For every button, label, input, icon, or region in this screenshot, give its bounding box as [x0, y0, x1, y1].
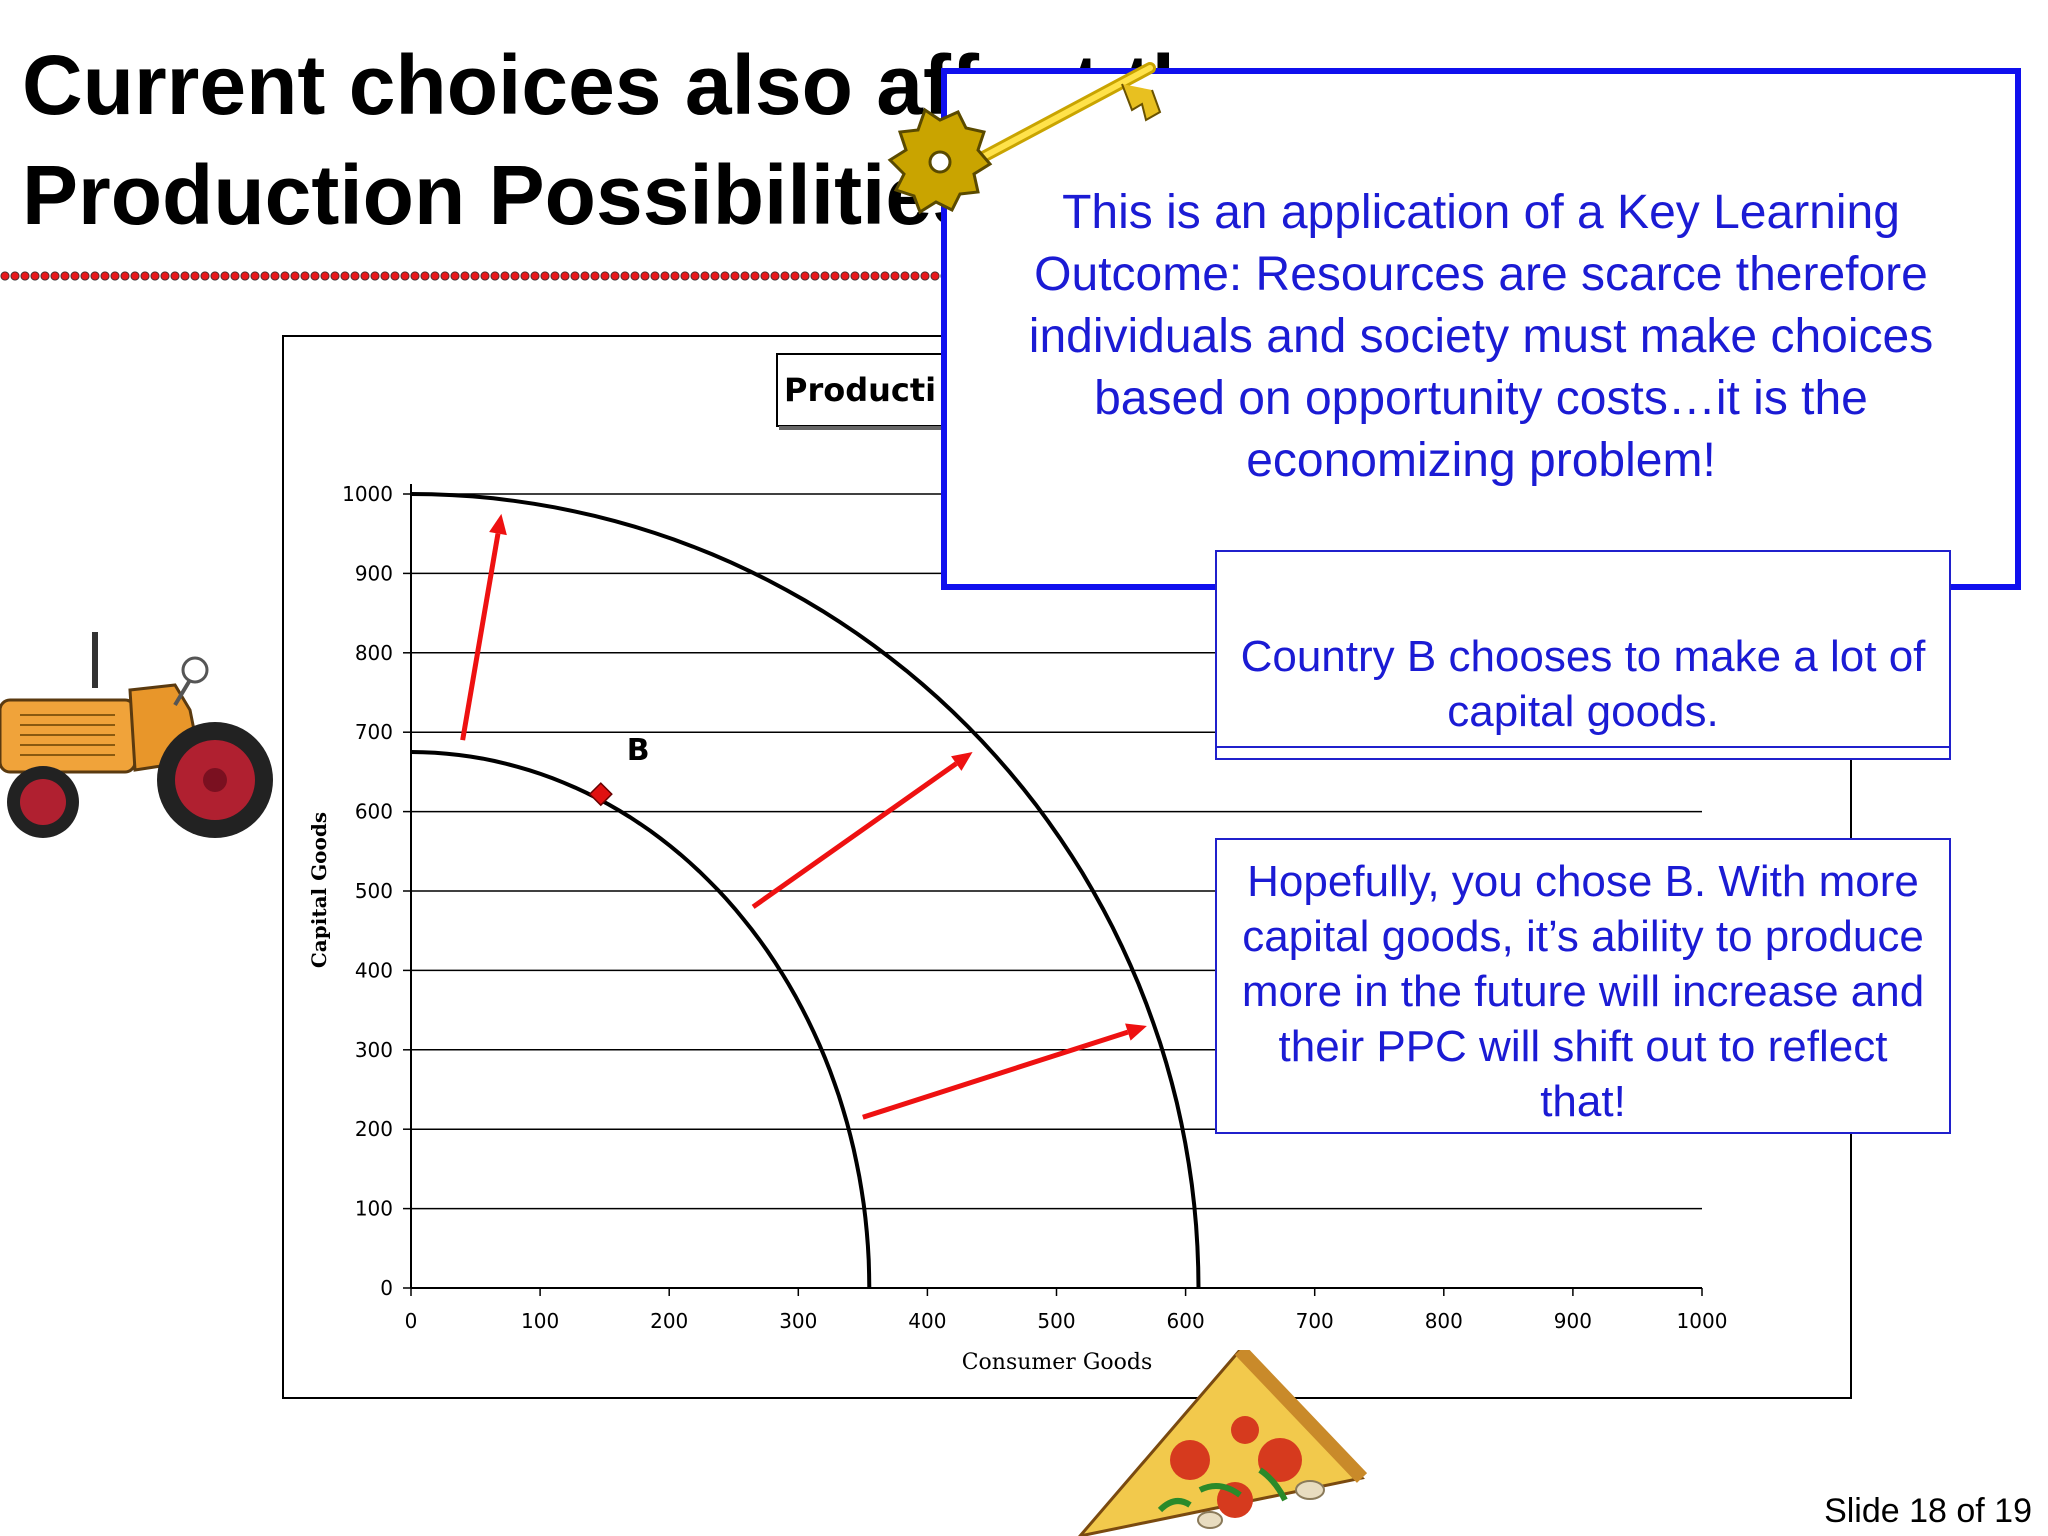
shift-arrow-head-2	[951, 752, 973, 771]
x-tick-label: 1000	[1677, 1309, 1728, 1333]
y-axis-label: Capital Goods	[307, 812, 331, 968]
y-tick-label: 700	[355, 720, 393, 744]
country-b-text: Country B chooses to make a lot of capit…	[1240, 632, 1926, 736]
x-tick-label: 300	[779, 1309, 817, 1333]
hopefully-text: Hopefully, you chose B. With more capita…	[1241, 857, 1925, 1126]
pizza-slice-icon	[1078, 1350, 1368, 1536]
y-tick-label: 600	[355, 800, 393, 824]
ppc-curve-shifted_ppc	[410, 492, 1201, 1289]
point-b-marker	[588, 782, 613, 807]
x-tick-label: 800	[1425, 1309, 1463, 1333]
x-tick-label: 900	[1554, 1309, 1592, 1333]
x-tick-label: 700	[1296, 1309, 1334, 1333]
y-tick-label: 500	[355, 879, 393, 903]
y-tick-label: 100	[355, 1197, 393, 1221]
x-tick-label: 600	[1167, 1309, 1205, 1333]
y-tick-label: 1000	[342, 482, 393, 506]
ppc-curve-original_ppc	[410, 750, 872, 1289]
x-axis-label: Consumer Goods	[962, 1350, 1153, 1375]
shift-arrow-2	[751, 761, 958, 909]
x-tick-label: 200	[650, 1309, 688, 1333]
key-learning-callout: This is an application of a Key Learning…	[941, 68, 2021, 590]
y-tick-label: 900	[355, 561, 393, 585]
x-tick-label: 400	[908, 1309, 946, 1333]
golden-key-icon	[887, 62, 1162, 215]
title-divider	[0, 269, 1000, 283]
x-tick-label: 100	[521, 1309, 559, 1333]
x-tick-label: 500	[1037, 1309, 1075, 1333]
y-tick-label: 300	[355, 1038, 393, 1062]
y-tick-label: 800	[355, 641, 393, 665]
x-tick-label: 0	[405, 1309, 418, 1333]
hopefully-callout: Hopefully, you chose B. With more capita…	[1215, 838, 1951, 1134]
y-tick-label: 400	[355, 958, 393, 982]
y-tick-label: 200	[355, 1117, 393, 1141]
shift-arrow-3	[862, 1029, 1129, 1120]
key-learning-text: This is an application of a Key Learning…	[1028, 186, 1934, 487]
y-tick-label: 0	[380, 1276, 393, 1300]
shift-arrow-1	[460, 533, 501, 741]
shift-arrow-head-3	[1125, 1023, 1147, 1041]
chart-title: Producti	[784, 371, 936, 409]
country-b-callout: Country B chooses to make a lot of capit…	[1215, 550, 1951, 760]
tractor-icon	[0, 632, 273, 838]
point-b-label: B	[627, 733, 650, 768]
slide-number: Slide 18 of 19	[1824, 1492, 2032, 1530]
title-line-2: Production Possibilities	[22, 148, 979, 242]
shift-arrow-head-1	[489, 513, 507, 536]
